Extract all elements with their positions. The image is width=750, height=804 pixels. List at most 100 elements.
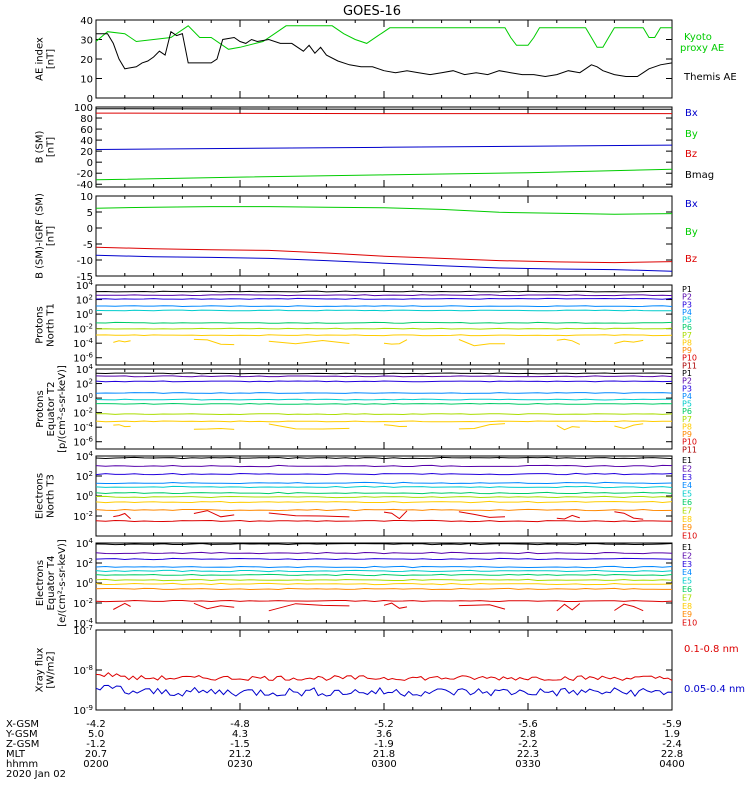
legend-label: Bx [685,108,698,119]
channel-label: P6 [682,407,692,416]
y-tick-label: 10-2 [73,407,93,420]
date-label: 2020 Jan 02 [6,769,66,780]
legend-label: 0.05-0.4 nm [684,684,745,695]
x-axis-value: -5.2 [374,719,394,730]
x-axis-value: 20.7 [85,749,107,760]
y-tick-label: 100 [76,577,93,590]
channel-label: P6 [682,323,692,332]
y-tick-label: 10-4 [73,337,93,350]
channel-label: E8 [682,602,692,611]
x-axis-value: 1.9 [664,729,680,740]
y-tick-label: 80 [80,114,93,125]
y-tick-label: -40 [77,180,93,191]
channel-line [95,582,673,586]
channel-line [95,294,673,297]
x-axis-value: 21.2 [229,749,251,760]
y-tick-label: 10-6 [73,352,93,365]
channel-label: E2 [682,464,692,473]
legend-label: Bz [685,149,697,160]
channel-label: E6 [682,498,692,507]
channel-line [95,375,673,378]
channel-line [95,481,673,485]
panel-ae [95,19,673,99]
channel-label: E3 [682,560,692,569]
x-axis-value: -5.6 [518,719,538,730]
channel-label: P11 [682,445,697,454]
x-axis-value: -1.5 [230,739,250,750]
y-tick-label: -15 [77,272,93,283]
y-axis-label: [p/(cm²-s-sr-keV)] [57,365,68,453]
sparse-channel-segment [458,604,506,610]
channel-line [95,309,673,312]
channel-label: E3 [682,473,692,482]
channel-label: P8 [682,338,692,347]
channel-label: E9 [682,523,692,532]
y-tick-label: 0 [87,94,93,105]
channel-line [95,569,673,573]
sparse-channel-segment [458,423,506,430]
channel-line [95,485,673,489]
legend-label: Bz [685,254,697,265]
plot-title: GOES-16 [343,4,401,19]
y-tick-label: 102 [76,378,93,391]
channel-label: E1 [682,543,692,552]
sparse-channel-segment [383,339,408,345]
sparse-channel-segment [193,510,235,518]
channel-line [95,573,673,577]
panel-frame [95,542,673,624]
channel-label: E10 [682,532,697,541]
x-axis-value: 22.3 [517,749,539,760]
y-axis-label: [nT] [46,137,57,157]
channel-line [95,565,673,569]
y-tick-label: 10 [80,192,93,203]
channel-label: P11 [682,361,697,370]
y-tick-label: -20 [77,169,93,180]
x-axis-value: -5.9 [662,719,682,730]
legend-label: By [685,227,698,238]
y-tick-label: 10-6 [73,436,93,449]
panel-ee [95,542,673,624]
x-axis-row-label: Z-GSM [6,739,39,750]
channel-label: P5 [682,316,692,325]
sparse-channel-segment [614,339,644,344]
channel-label: P2 [682,293,692,302]
x-axis-value: 4.3 [232,729,248,740]
y-tick-label: 10-4 [73,617,93,630]
sparse-channel-segment [193,602,235,610]
channel-label: P2 [682,377,692,386]
y-tick-label: 40 [80,136,93,147]
y-tick-label: 102 [76,470,93,483]
y-tick-label: 10-4 [73,421,93,434]
channel-label: P5 [682,400,692,409]
sparse-channel-segment [383,510,408,520]
panel-frame [95,629,673,711]
channel-label: E9 [682,610,692,619]
y-tick-label: 102 [76,557,93,570]
y-axis-label: North T3 [46,474,57,518]
series-line [95,25,672,50]
sparse-channel-segment [193,427,235,430]
y-tick-label: 100 [74,103,93,114]
channel-label: P8 [682,422,692,431]
xray-series-line [95,672,673,681]
y-tick-label: 20 [80,147,93,158]
sparse-channel-segment [458,339,505,347]
channel-label: E6 [682,585,692,594]
channel-line [96,305,673,308]
sparse-channel-segment [614,423,644,430]
channel-line [95,542,673,546]
y-tick-label: 104 [76,450,94,463]
channel-label: E7 [682,593,692,602]
channel-line [95,327,673,330]
panel-pn [95,284,673,366]
channel-line [95,464,673,468]
y-tick-label: 100 [76,392,93,405]
legend-label: Kyoto [684,32,712,43]
panel-frame [95,284,673,366]
sparse-channel-segment [268,423,350,430]
sparse-channel-segment [113,424,131,428]
x-axis-value: 0330 [515,759,540,770]
channel-label: E8 [682,515,692,524]
